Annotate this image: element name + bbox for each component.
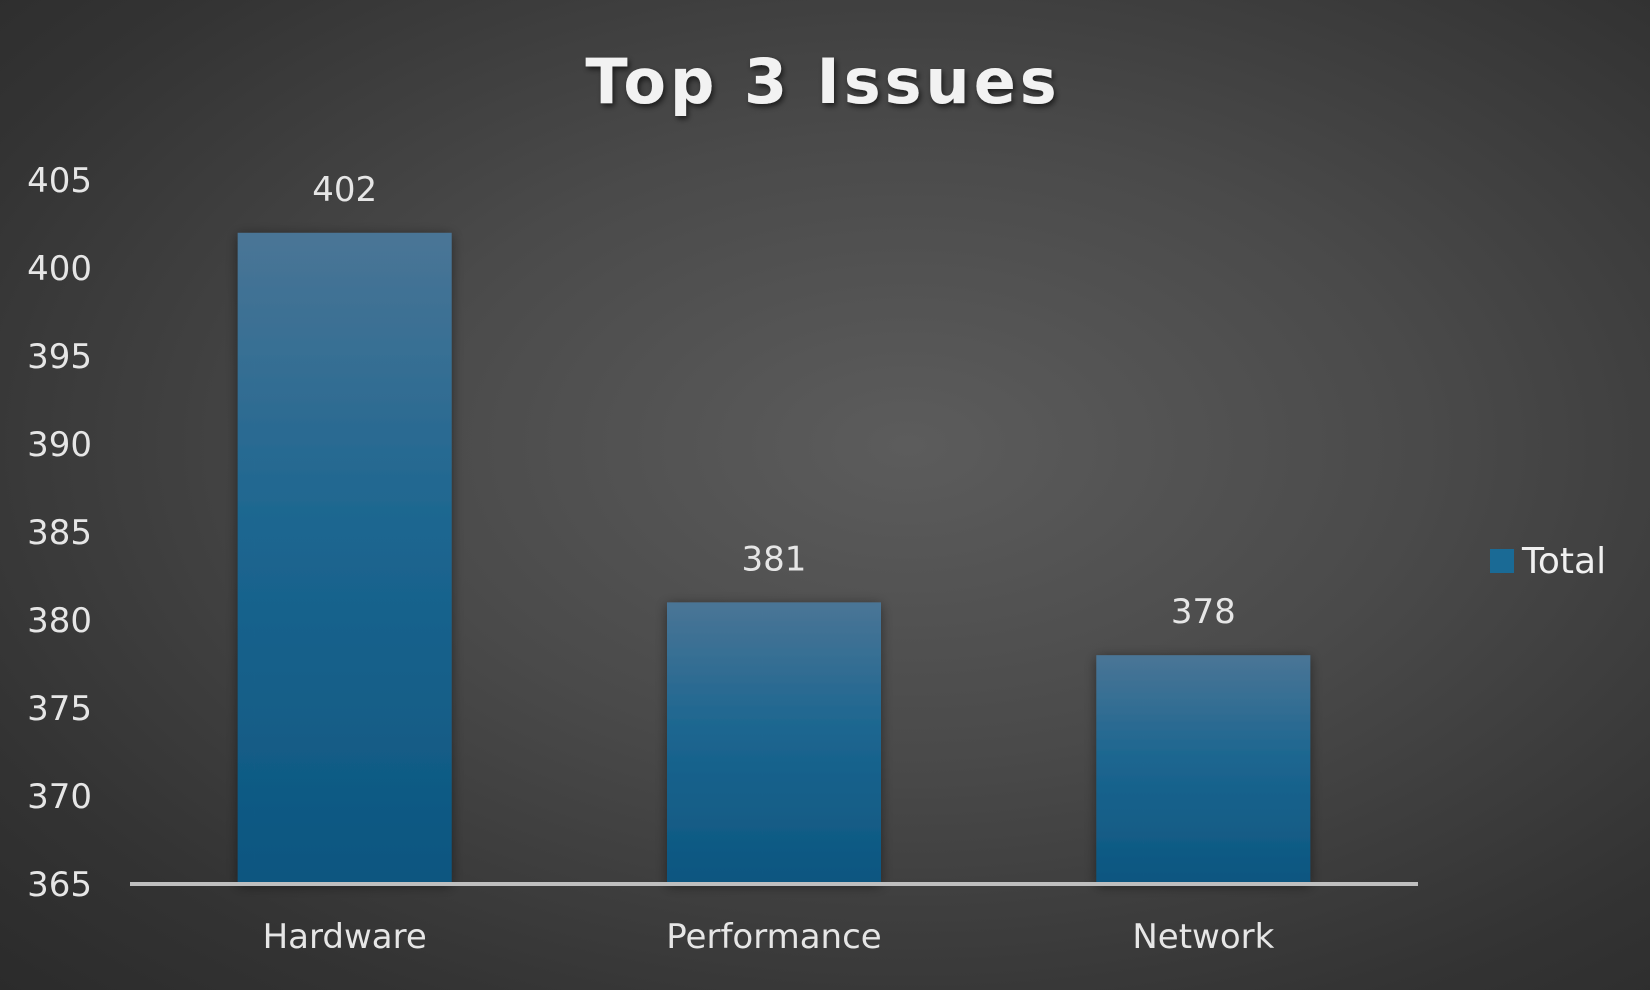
data-label-network: 378 (1171, 592, 1236, 632)
bars-group (237, 232, 1311, 885)
chart-title: Top 3 Issues (585, 45, 1060, 118)
y-tick-label: 400 (27, 249, 92, 289)
x-tick-label-performance: Performance (666, 917, 881, 957)
y-tick-label: 405 (27, 161, 92, 201)
legend: Total (1490, 541, 1606, 582)
bar-hardware (237, 232, 452, 885)
x-axis-labels: Hardware Performance Network (263, 917, 1275, 957)
y-tick-label: 390 (27, 425, 92, 465)
x-tick-label-network: Network (1132, 917, 1274, 957)
data-label-hardware: 402 (312, 170, 377, 210)
data-labels-group: 402 381 378 (312, 170, 1236, 632)
y-axis-ticks: 365 370 375 380 385 390 395 400 405 (27, 161, 92, 905)
bar-network (1096, 655, 1311, 884)
y-tick-label: 395 (27, 337, 92, 377)
y-tick-label: 385 (27, 513, 92, 553)
y-tick-label: 375 (27, 689, 92, 729)
data-label-performance: 381 (742, 539, 807, 579)
x-tick-label-hardware: Hardware (263, 917, 427, 957)
y-tick-label: 380 (27, 601, 92, 641)
legend-swatch (1490, 549, 1514, 573)
bar-performance (667, 602, 881, 884)
legend-label-total: Total (1521, 541, 1606, 582)
y-tick-label: 365 (27, 865, 92, 905)
y-tick-label: 370 (27, 777, 92, 817)
